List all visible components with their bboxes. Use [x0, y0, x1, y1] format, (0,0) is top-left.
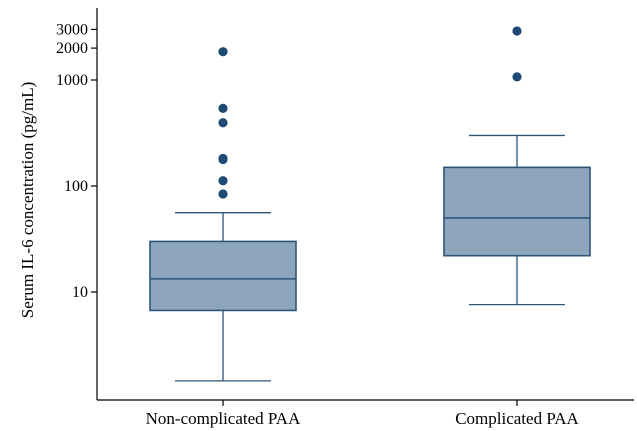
boxes [149, 26, 591, 382]
x-tick-label: Non-complicated PAA [146, 409, 301, 428]
axes [96, 8, 634, 401]
outlier-point [218, 153, 228, 164]
y-axis-label: Serum IL-6 concentration (pg/mL) [18, 82, 37, 319]
y-tick-label: 100 [64, 178, 88, 195]
outlier-point [218, 47, 228, 57]
iqr-box [443, 166, 591, 257]
outlier-point [512, 72, 522, 82]
iqr-box [149, 240, 297, 312]
box-group [443, 26, 591, 306]
outlier-point [512, 26, 522, 36]
outlier-point [218, 189, 228, 199]
y-tick-label: 1000 [56, 72, 88, 89]
outlier-point [218, 103, 228, 113]
box-group [149, 47, 297, 382]
y-tick-label: 3000 [56, 21, 88, 38]
x-tick-labels: Non-complicated PAA Complicated PAA [146, 400, 579, 428]
outlier-point [218, 118, 228, 128]
y-tick-label: 10 [72, 284, 88, 301]
y-ticks: 10 100 1000 2000 3000 [56, 21, 97, 301]
x-tick-label: Complicated PAA [455, 409, 579, 428]
y-tick-label: 2000 [56, 40, 88, 57]
outlier-point [218, 176, 228, 186]
